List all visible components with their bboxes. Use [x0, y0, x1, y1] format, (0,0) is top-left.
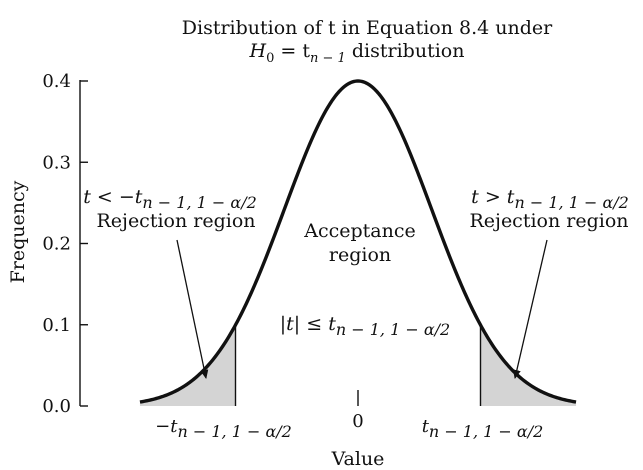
y-tick-label: 0.1 — [42, 315, 71, 336]
y-axis-label: Frequency — [7, 180, 29, 283]
title-eq: = t — [274, 40, 310, 62]
title-h: H — [249, 40, 267, 62]
left-rejection-label: Rejection region — [97, 210, 256, 232]
chart-title-line1: Distribution of t in Equation 8.4 under — [182, 17, 553, 39]
right-rejection-condition: t > tn − 1, 1 − α/2 — [471, 186, 629, 212]
title-tail: distribution — [346, 40, 465, 62]
title-t-sub: n − 1 — [310, 51, 346, 66]
x-tick-right-critical: tn − 1, 1 − α/2 — [422, 416, 544, 441]
left-rejection-condition: t < −tn − 1, 1 − α/2 — [83, 186, 257, 212]
right-rejection-label: Rejection region — [470, 210, 629, 232]
chart-title-line2: H0 = tn − 1 distribution — [249, 40, 465, 66]
acceptance-condition: |t| ≤ tn − 1, 1 − α/2 — [280, 313, 450, 339]
title-h-sub: 0 — [266, 51, 274, 66]
right-rejection-area — [480, 324, 577, 406]
y-tick-label: 0.0 — [42, 396, 71, 417]
y-tick-label: 0.4 — [42, 71, 71, 92]
left-arrow — [176, 239, 209, 379]
right-arrow — [512, 239, 548, 379]
x-axis-label: Value — [331, 448, 385, 470]
acceptance-label-line2: region — [329, 244, 391, 266]
y-ticks: 0.0 0.1 0.2 0.3 0.4 — [42, 71, 88, 417]
y-tick-label: 0.2 — [42, 234, 71, 255]
x-tick-zero: 0 — [352, 411, 363, 432]
density-curve — [139, 79, 577, 404]
left-rejection-area — [139, 324, 236, 406]
x-tick-left-critical: −tn − 1, 1 − α/2 — [155, 416, 292, 441]
acceptance-label-line1: Acceptance — [303, 220, 416, 242]
y-tick-label: 0.3 — [42, 152, 71, 173]
